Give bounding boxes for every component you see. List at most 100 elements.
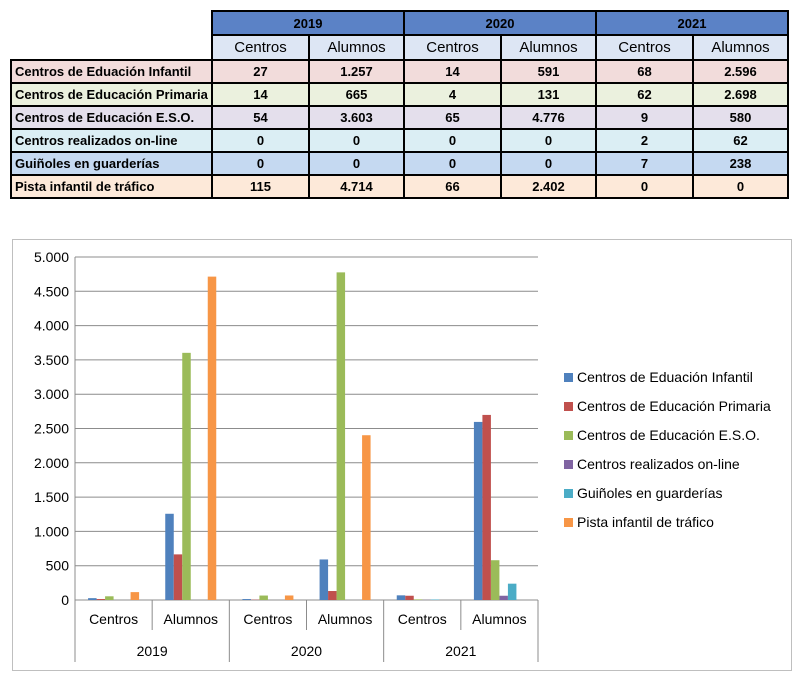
table-body: Centros de Eduación Infantil 27 1.257 14 591…: [10, 59, 789, 199]
row-label: Centros realizados on-line: [10, 128, 213, 153]
y-tick-label: 1.000: [34, 523, 69, 539]
year-header-row: 2019 2020 2021: [11, 10, 789, 36]
y-tick-label: 2.500: [34, 421, 69, 437]
bar: [482, 414, 491, 600]
subheader-centros: Centros: [403, 34, 502, 61]
row-label: Pista infantil de tráfico: [10, 174, 213, 199]
corner-blank: [11, 35, 212, 60]
x-group-label: 2021: [445, 643, 476, 659]
table-cell: 0: [595, 174, 694, 199]
y-tick-label: 0: [61, 592, 69, 608]
legend-swatch: [564, 518, 573, 527]
y-tick-label: 1.500: [34, 489, 69, 505]
bar: [507, 583, 517, 600]
table-row: Centros de Educación Primaria 14 665 4 131 62…: [10, 82, 789, 107]
table-cell: 65: [403, 105, 502, 130]
subheader-row: Centros Alumnos Centros Alumnos Centros …: [11, 34, 789, 61]
bar: [284, 595, 294, 600]
legend-swatch: [564, 460, 573, 469]
bar: [336, 272, 346, 600]
subheader-centros: Centros: [211, 34, 310, 61]
table-row: Centros de Eduación Infantil 27 1.257 14 591…: [10, 59, 789, 84]
bar: [96, 599, 106, 600]
table-cell: 62: [692, 128, 789, 153]
corner-blank: [11, 11, 212, 35]
bar: [242, 599, 251, 600]
table-cell: 0: [403, 128, 502, 153]
row-label: Guiñoles en guarderías: [10, 151, 213, 176]
bar: [473, 421, 483, 600]
legend-label: Centros de Educación E.S.O.: [577, 427, 760, 443]
chart-frame: 0 500 1.000 1.500 2.000 2.500 3.000 3.500 4.000 4…: [12, 239, 792, 671]
x-category-label: Centros: [398, 611, 447, 627]
legend-swatch: [564, 431, 573, 440]
table-cell: 0: [211, 128, 310, 153]
table-cell: 3.603: [308, 105, 405, 130]
y-tick-label: 500: [46, 558, 70, 574]
bar: [490, 560, 500, 600]
legend-swatch: [564, 402, 573, 411]
table-cell: 591: [500, 59, 597, 84]
table-cell: 238: [692, 151, 789, 176]
x-group-label: 2020: [291, 643, 322, 659]
row-label: Centros de Educación Primaria: [10, 82, 213, 107]
bar: [362, 435, 371, 600]
bar: [165, 513, 174, 600]
legend-swatch: [564, 489, 573, 498]
bar: [259, 595, 268, 600]
table-cell: 68: [595, 59, 694, 84]
y-tick-label: 4.500: [34, 283, 69, 299]
x-category-label: Alumnos: [318, 611, 372, 627]
subheader-alumnos: Alumnos: [308, 34, 405, 61]
table-cell: 580: [692, 105, 789, 130]
table-cell: 115: [211, 174, 310, 199]
bar: [173, 554, 183, 600]
table-cell: 4: [403, 82, 502, 107]
table-cell: 9: [595, 105, 694, 130]
table-cell: 1.257: [308, 59, 405, 84]
y-tick-label: 3.000: [34, 386, 69, 402]
legend-label: Centros de Eduación Infantil: [577, 369, 753, 385]
subheader-centros: Centros: [595, 34, 694, 61]
x-category-label: Alumnos: [164, 611, 218, 627]
y-tick-label: 5.000: [34, 249, 69, 265]
table-row: Guiñoles en guarderías 0 0 0 0 7 238: [10, 151, 789, 176]
bar: [130, 592, 140, 600]
table-cell: 0: [308, 151, 405, 176]
table-row: Centros de Educación E.S.O. 54 3.603 65 4.77…: [10, 105, 789, 130]
table-cell: 2: [595, 128, 694, 153]
table-cell: 0: [500, 128, 597, 153]
bar: [182, 352, 191, 600]
x-category-label: Alumnos: [472, 611, 526, 627]
bar: [207, 276, 217, 600]
bar: [499, 595, 508, 600]
bar-chart: 0 500 1.000 1.500 2.000 2.500 3.000 3.500 4.000 4…: [34, 249, 771, 662]
table-cell: 54: [211, 105, 310, 130]
legend-label: Guiñoles en guarderías: [577, 485, 723, 501]
year-header-2019: 2019: [211, 10, 405, 36]
row-label: Centros de Eduación Infantil: [10, 59, 213, 84]
table-row: Pista infantil de tráfico 115 4.714 66 2.402…: [10, 174, 789, 199]
table-cell: 2.402: [500, 174, 597, 199]
table-cell: 62: [595, 82, 694, 107]
table-cell: 0: [692, 174, 789, 199]
year-header-2020: 2020: [403, 10, 597, 36]
table-cell: 14: [403, 59, 502, 84]
bar: [105, 596, 114, 600]
legend-label: Centros de Educación Primaria: [577, 398, 771, 414]
bar: [396, 595, 406, 600]
table-cell: 131: [500, 82, 597, 107]
table-cell: 0: [403, 151, 502, 176]
table-cell: 4.776: [500, 105, 597, 130]
x-category-label: Centros: [243, 611, 292, 627]
table-cell: 27: [211, 59, 310, 84]
legend-swatch: [564, 373, 573, 382]
y-tick-label: 2.000: [34, 455, 69, 471]
table-cell: 4.714: [308, 174, 405, 199]
x-group-label: 2019: [137, 643, 168, 659]
table-cell: 2.698: [692, 82, 789, 107]
table-cell: 2.596: [692, 59, 789, 84]
table-cell: 66: [403, 174, 502, 199]
table-cell: 0: [308, 128, 405, 153]
table-cell: 0: [500, 151, 597, 176]
